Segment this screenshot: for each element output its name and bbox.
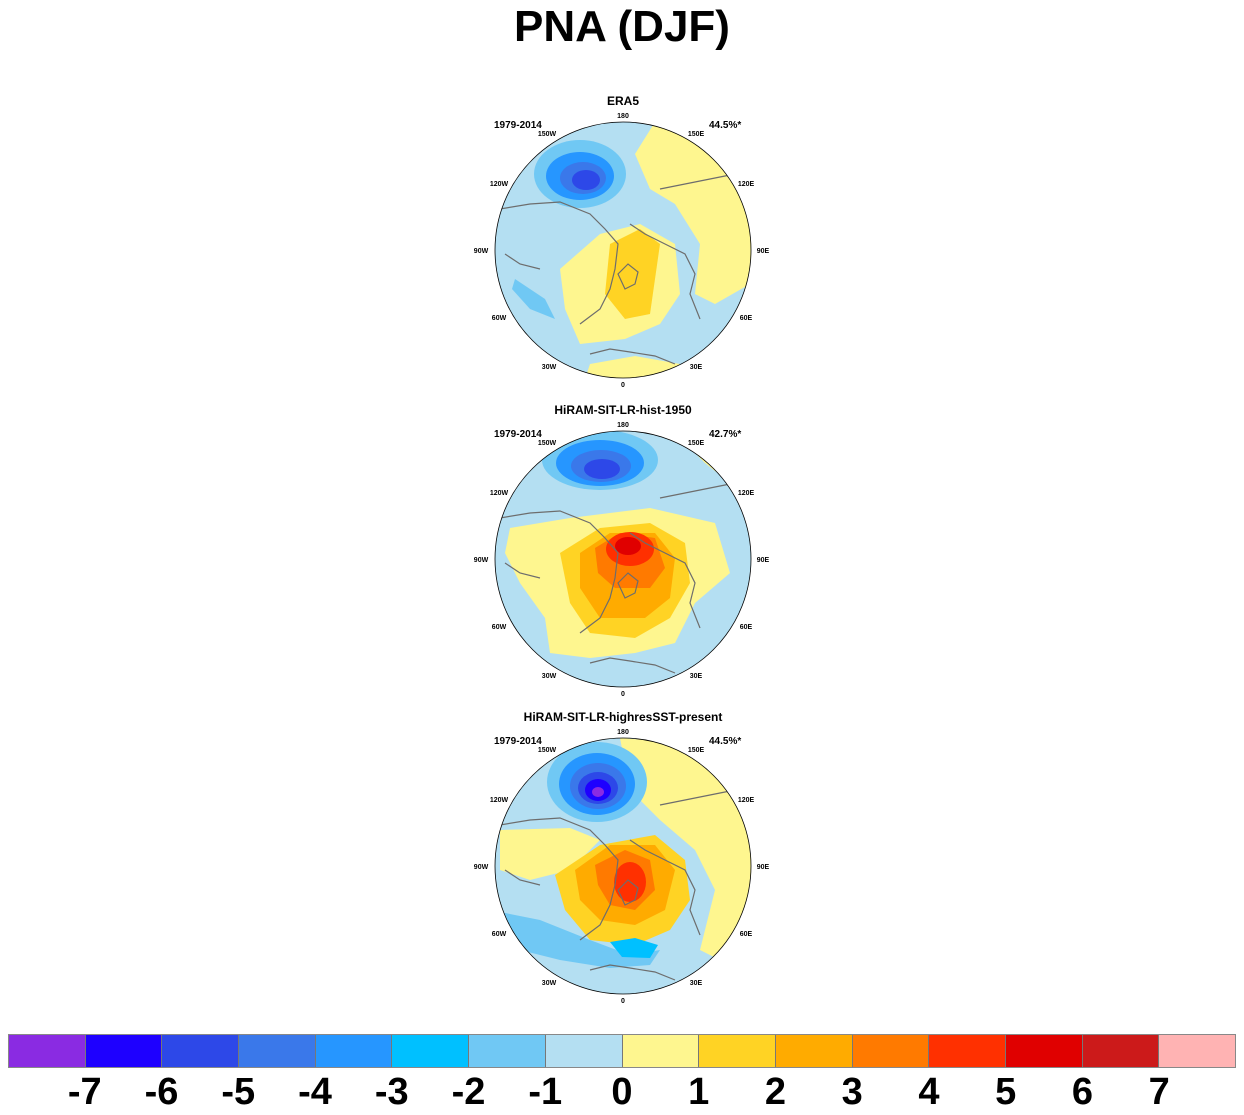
map-panel-era5: ERA5 1979-2014 44.5%* 180 (460, 94, 786, 394)
svg-text:120W: 120W (490, 490, 509, 497)
svg-text:150E: 150E (688, 747, 705, 754)
colorbar (8, 1034, 1236, 1068)
colorbar-tick-label: 4 (918, 1071, 940, 1113)
colorbar-tick-label: -5 (221, 1071, 256, 1113)
colorbar-swatch (852, 1035, 930, 1067)
colorbar-swatch (699, 1035, 776, 1067)
svg-text:0: 0 (621, 998, 625, 1005)
svg-text:150W: 150W (538, 747, 557, 754)
svg-text:60W: 60W (492, 624, 507, 631)
polar-map: 180 150E 120E 90E 60E 30E 0 30W 60W 90W … (474, 422, 770, 698)
svg-text:60W: 60W (492, 931, 507, 938)
panel-title: ERA5 (606, 94, 639, 108)
svg-text:120E: 120E (738, 797, 755, 804)
svg-text:150W: 150W (538, 440, 557, 447)
colorbar-swatch (9, 1035, 86, 1067)
colorbar-swatch (315, 1035, 393, 1067)
colorbar-swatch (392, 1035, 470, 1067)
period-label: 1979-2014 (494, 429, 542, 440)
svg-text:30W: 30W (542, 673, 557, 680)
colorbar-tick-label: 2 (764, 1071, 787, 1113)
panel-title: HiRAM-SIT-LR-hist-1950 (554, 403, 692, 417)
svg-text:60E: 60E (740, 931, 753, 938)
svg-text:30E: 30E (690, 673, 703, 680)
colorbar-swatch (622, 1035, 700, 1067)
colorbar-swatch (162, 1035, 240, 1067)
svg-text:60E: 60E (740, 315, 753, 322)
svg-text:90W: 90W (474, 557, 489, 564)
colorbar-swatch (469, 1035, 546, 1067)
colorbar-tick-label: 6 (1071, 1071, 1094, 1113)
explained-variance-label: 42.7%* (709, 429, 742, 440)
colorbar-swatch (929, 1035, 1006, 1067)
svg-text:150W: 150W (538, 131, 557, 138)
colorbar-swatch (545, 1035, 623, 1067)
svg-text:120E: 120E (738, 181, 755, 188)
svg-text:180: 180 (617, 422, 629, 429)
colorbar-tick-label: -2 (451, 1071, 486, 1113)
lon-label-180: 180 (617, 113, 629, 120)
svg-text:120W: 120W (490, 797, 509, 804)
svg-text:30E: 30E (690, 980, 703, 987)
colorbar-tick-label: -4 (298, 1071, 332, 1113)
colorbar-tick-label: 5 (995, 1071, 1017, 1113)
svg-text:90E: 90E (757, 248, 770, 255)
polar-map: 180 150E 120E 90E 60E 30E 0 30W 60W 90W … (474, 113, 770, 389)
svg-text:180: 180 (617, 729, 629, 736)
svg-text:90E: 90E (757, 557, 770, 564)
svg-text:150E: 150E (688, 131, 705, 138)
svg-text:30W: 30W (542, 364, 557, 371)
colorbar-swatch (239, 1035, 316, 1067)
svg-text:90E: 90E (757, 864, 770, 871)
panel-title: HiRAM-SIT-LR-highresSST-present (523, 710, 723, 724)
colorbar-swatch (775, 1035, 853, 1067)
svg-text:0: 0 (621, 382, 625, 389)
explained-variance-label: 44.5%* (709, 736, 742, 747)
colorbar-swatch (1082, 1035, 1160, 1067)
svg-text:0: 0 (621, 691, 625, 698)
figure-title: PNA (DJF) (514, 2, 730, 51)
colorbar-tick-label: -7 (67, 1071, 102, 1113)
period-label: 1979-2014 (494, 736, 542, 747)
svg-text:90W: 90W (474, 248, 489, 255)
colorbar-tick-label: 0 (611, 1071, 633, 1113)
svg-text:90W: 90W (474, 864, 489, 871)
colorbar-tick-label: -3 (374, 1071, 409, 1113)
colorbar-tick-label: -6 (144, 1071, 179, 1113)
colorbar-tick-label: 1 (688, 1071, 710, 1113)
colorbar-tick-label: 3 (841, 1071, 863, 1113)
colorbar-swatch (1159, 1035, 1235, 1067)
svg-text:150E: 150E (688, 440, 705, 447)
map-panel-hist-1950: HiRAM-SIT-LR-hist-1950 1979-2014 42.7%* (460, 403, 786, 703)
colorbar-swatch (85, 1035, 163, 1067)
polar-map: 180 150E 120E 90E 60E 30E 0 30W 60W 90W … (474, 729, 770, 1005)
svg-text:120W: 120W (490, 181, 509, 188)
svg-text:120E: 120E (738, 490, 755, 497)
map-panel-highressst-present: HiRAM-SIT-LR-highresSST-present 1979-201… (460, 710, 786, 1010)
colorbar-tick-label: -1 (528, 1071, 563, 1113)
colorbar-tick-label: 7 (1148, 1071, 1170, 1113)
colorbar-swatch (1005, 1035, 1083, 1067)
svg-text:30W: 30W (542, 980, 557, 987)
explained-variance-label: 44.5%* (709, 120, 742, 131)
svg-text:30E: 30E (690, 364, 703, 371)
period-label: 1979-2014 (494, 120, 542, 131)
svg-text:60E: 60E (740, 624, 753, 631)
svg-text:60W: 60W (492, 315, 507, 322)
